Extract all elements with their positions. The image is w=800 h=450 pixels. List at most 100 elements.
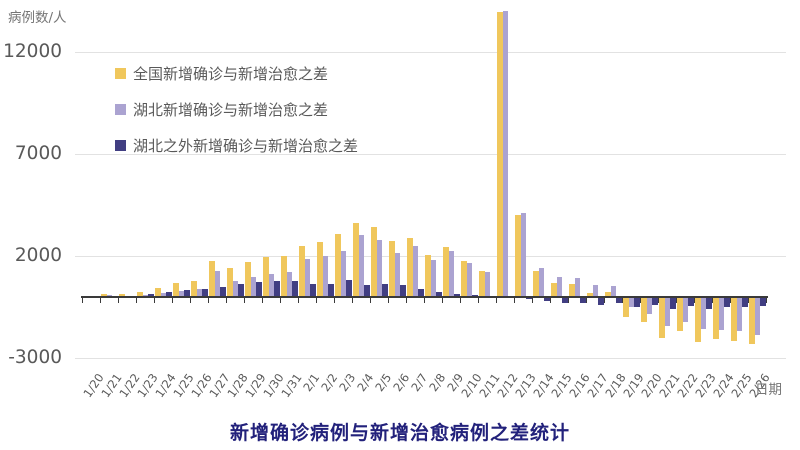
x-axis-tick: [675, 297, 678, 303]
x-axis-tick: [369, 297, 372, 303]
x-axis-tick: [567, 297, 570, 303]
legend-item: 湖北之外新增确诊与新增治愈之差: [115, 134, 358, 156]
legend-label: 全国新增确诊与新增治愈之差: [133, 64, 329, 83]
bar: [598, 297, 604, 305]
gridline: [75, 358, 786, 360]
bar: [155, 288, 161, 297]
x-axis-tick: [315, 297, 318, 303]
y-tick-label: -3000: [8, 347, 62, 369]
x-axis-tick: [99, 297, 102, 303]
x-axis-tick: [711, 297, 714, 303]
x-axis-tick: [621, 297, 624, 303]
bar: [718, 297, 725, 330]
bar: [364, 284, 370, 297]
bar: [461, 261, 467, 297]
bar: [353, 222, 359, 297]
x-axis-tick: [747, 297, 750, 303]
bar: [569, 284, 575, 297]
x-axis-tick: [189, 297, 192, 303]
bar: [749, 297, 755, 345]
bar: [328, 283, 334, 297]
bar: [400, 285, 406, 297]
bar: [562, 297, 568, 304]
bar: [497, 11, 503, 297]
gridline: [75, 154, 786, 156]
bar: [299, 246, 305, 297]
bar: [706, 297, 712, 310]
bar: [731, 297, 737, 341]
bar: [292, 281, 298, 297]
x-axis-tick: [153, 297, 156, 303]
x-axis-tick: [405, 297, 408, 303]
bar: [389, 240, 395, 297]
x-axis-tick: [459, 297, 462, 303]
legend-swatch: [115, 103, 126, 115]
bar: [250, 277, 257, 297]
chart-title: 新增确诊病例与新增治愈病例之差统计: [229, 422, 570, 444]
y-axis-title: 病例数/人: [8, 10, 67, 26]
bar: [425, 255, 431, 297]
legend-swatch: [115, 67, 126, 79]
x-axis-tick: [441, 297, 444, 303]
bar: [574, 278, 581, 297]
y-tick-label: 7000: [14, 143, 62, 165]
x-axis-tick: [261, 297, 264, 303]
bar: [263, 257, 269, 297]
bar: [580, 297, 586, 303]
bar: [556, 276, 563, 297]
bar: [148, 293, 154, 297]
x-axis-tick: [171, 297, 174, 303]
bar: [268, 273, 275, 297]
bar: [184, 289, 190, 297]
x-axis-tick: [639, 297, 642, 303]
x-axis-tick: [243, 297, 246, 303]
legend-label: 湖北新增确诊与新增治愈之差: [133, 100, 329, 119]
bar: [310, 283, 316, 297]
bar: [166, 291, 172, 297]
bar: [407, 238, 413, 297]
gridline: [75, 256, 786, 258]
bar: [358, 235, 365, 297]
bar: [515, 215, 521, 297]
bar: [587, 293, 593, 297]
x-axis-tick: [225, 297, 228, 303]
bar: [317, 242, 323, 297]
bar: [214, 270, 221, 297]
bar: [227, 268, 233, 297]
bar: [634, 297, 640, 307]
legend: 全国新增确诊与新增治愈之差 湖北新增确诊与新增治愈之差湖北之外新增确诊与新增治愈之…: [115, 62, 358, 170]
bar: [760, 297, 766, 307]
bar: [688, 297, 694, 306]
bar: [623, 297, 629, 317]
x-axis-title: 日期: [755, 382, 782, 398]
bar: [659, 297, 665, 338]
gridline: [75, 52, 786, 54]
bar: [448, 250, 455, 297]
bar: [628, 297, 635, 307]
bar: [238, 284, 244, 297]
bar: [335, 234, 341, 297]
x-axis-tick: [333, 297, 336, 303]
x-axis-tick: [117, 297, 120, 303]
x-axis-tick: [279, 297, 282, 303]
x-axis-tick: [495, 297, 498, 303]
bar: [304, 259, 311, 297]
y-tick-label: 12000: [3, 41, 62, 63]
bar: [754, 297, 761, 335]
legend-swatch: [115, 139, 126, 151]
bar: [695, 297, 701, 342]
legend-label: 湖北之外新增确诊与新增治愈之差: [133, 136, 359, 155]
x-axis-tick: [513, 297, 516, 303]
x-axis-tick: [549, 297, 552, 303]
bar: [551, 282, 557, 297]
bar: [592, 285, 599, 297]
bar: [526, 297, 532, 300]
bar: [616, 297, 622, 304]
bar: [173, 283, 179, 297]
x-axis-tick: [531, 297, 534, 303]
x-axis-tick: [351, 297, 354, 303]
x-axis-tick: [207, 297, 210, 303]
bar: [436, 292, 442, 297]
bar: [736, 297, 743, 331]
